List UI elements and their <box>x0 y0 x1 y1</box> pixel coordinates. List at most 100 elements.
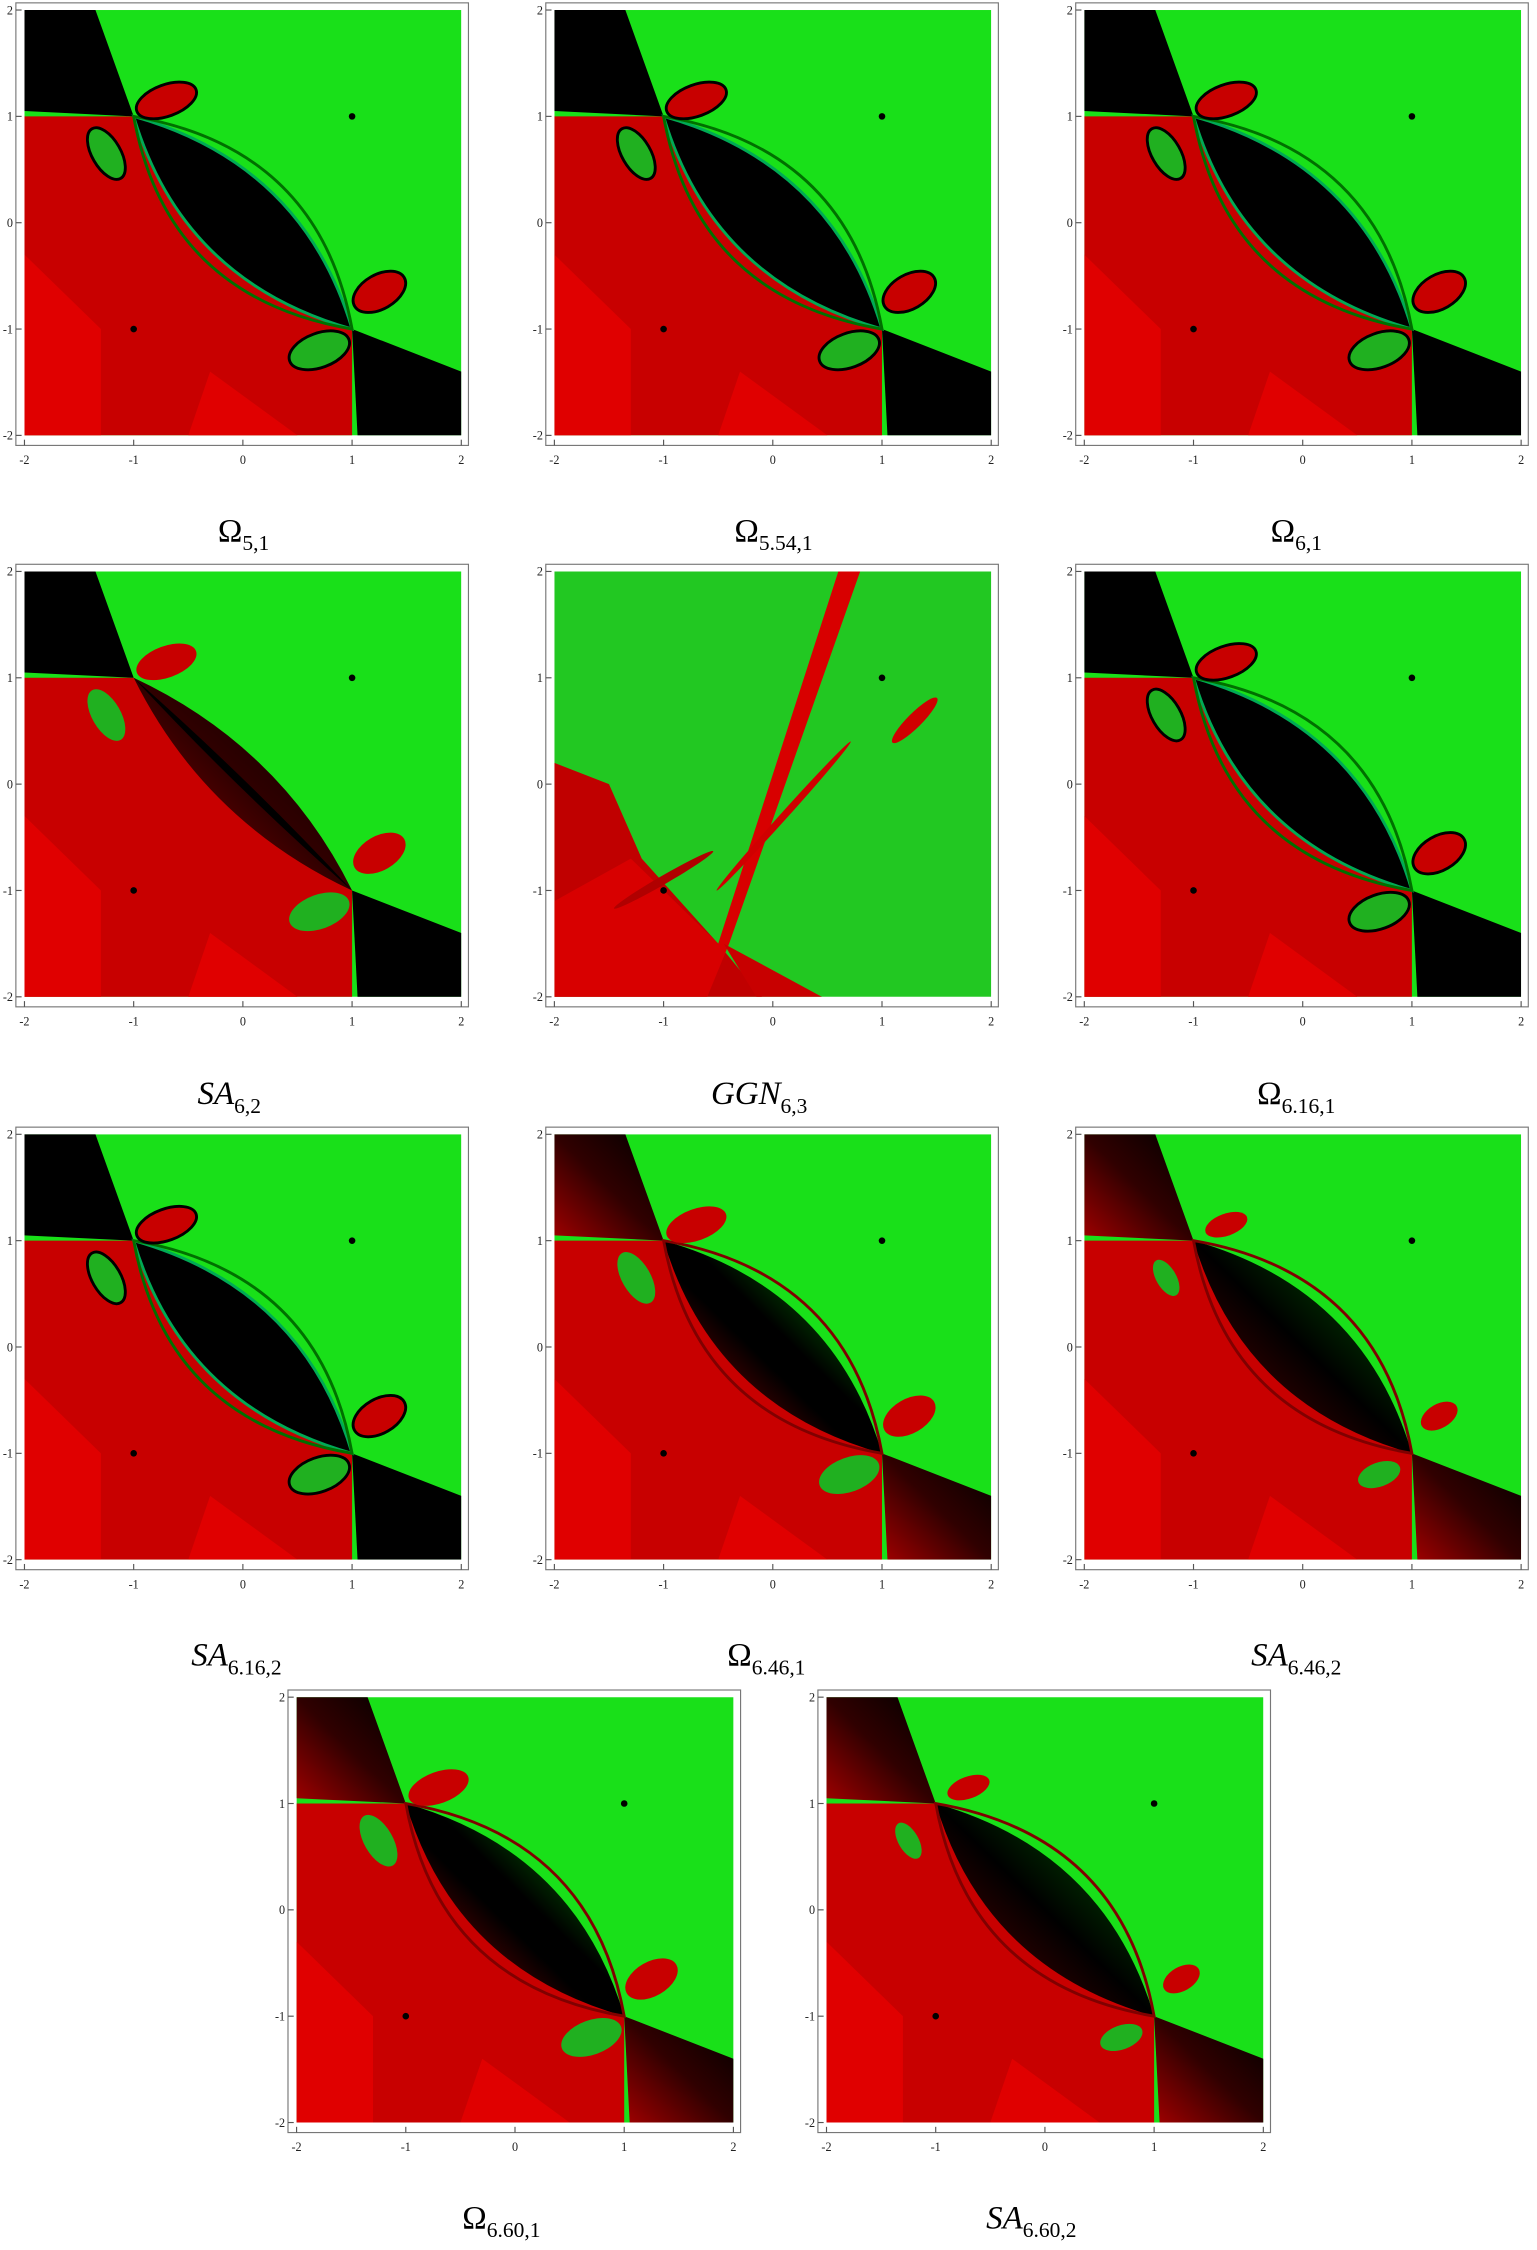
x-tick-label: 2 <box>988 453 994 467</box>
root-point <box>660 325 667 333</box>
x-tick-label: 1 <box>1409 453 1415 467</box>
caption-symbol: Ω <box>462 2201 486 2237</box>
panel-caption: GGN6,3 <box>711 1076 807 1118</box>
caption-subscript: 6.46,1 <box>752 1655 806 1679</box>
x-tick-label: 2 <box>730 2140 736 2154</box>
x-tick-label: 0 <box>240 1577 246 1591</box>
y-tick-label: 1 <box>279 1797 285 1811</box>
basin-region <box>352 890 462 997</box>
y-tick-label: 0 <box>537 777 543 791</box>
basin-petal <box>134 1204 198 1245</box>
basin-lens <box>1191 1238 1414 1456</box>
basin-region <box>1248 1495 1358 1560</box>
basin-region <box>24 1378 101 1560</box>
basin-petal <box>287 1453 351 1496</box>
basin-region <box>882 329 992 436</box>
x-tick-label: -1 <box>1188 453 1198 467</box>
root-point <box>1190 887 1197 894</box>
caption-subscript: 6.60,1 <box>487 2218 541 2242</box>
basin-petal <box>613 850 714 909</box>
caption-symbol: Ω <box>1257 1076 1281 1112</box>
basin-petal <box>1347 890 1411 933</box>
basin-petal <box>1194 642 1258 682</box>
y-tick-label: -2 <box>533 1553 543 1567</box>
x-tick-label: 1 <box>349 1014 355 1028</box>
basin-petal <box>1411 831 1467 876</box>
x-tick-label: 1 <box>1151 2140 1157 2154</box>
basin-region <box>990 2058 1100 2123</box>
basin-petal <box>1347 329 1411 372</box>
basin-region <box>554 1378 631 1560</box>
plot-frame <box>545 2 999 446</box>
y-tick-label: -1 <box>3 1447 13 1461</box>
basin-region <box>296 1803 625 2123</box>
root-point <box>348 113 356 120</box>
x-tick-label: -1 <box>659 453 669 467</box>
y-tick-label: -1 <box>805 2009 815 2023</box>
y-tick-label: 1 <box>537 110 543 124</box>
x-tick-label: -1 <box>1188 1577 1198 1591</box>
panel: -2 -1 0 1 2 -2 -1 0 1 2 SA6.46,2 <box>1063 1126 1529 1679</box>
y-tick-label: 2 <box>1067 565 1073 579</box>
basin-region <box>1084 677 1412 997</box>
caption-symbol: Ω <box>218 513 242 549</box>
caption-symbol: Ω <box>734 513 758 549</box>
basin-region <box>460 2058 570 2123</box>
x-tick-label: 0 <box>1300 1014 1306 1028</box>
basin-image <box>554 571 992 997</box>
basin-lens <box>661 114 884 331</box>
basin-image <box>296 1697 734 2123</box>
x-tick-label: 1 <box>1409 1014 1415 1028</box>
basin-petal <box>1145 687 1187 743</box>
panel: -2 -1 0 1 2 -2 -1 0 1 2 Ω6.16,1 <box>1063 563 1529 1118</box>
plot-frame <box>287 1689 742 2134</box>
y-tick-label: -1 <box>533 884 543 898</box>
basin-petal <box>1358 1461 1401 1489</box>
panel: -2 -1 0 1 2 -2 -1 0 1 2 Ω6.60,1 <box>275 1689 742 2242</box>
y-tick-label: -1 <box>1063 1447 1073 1461</box>
basin-region <box>554 10 664 117</box>
basin-petal <box>881 269 937 314</box>
basin-region <box>1084 1134 1194 1241</box>
basin-region <box>1411 1453 1522 1560</box>
y-tick-label: 1 <box>7 110 13 124</box>
basin-region <box>352 1453 462 1560</box>
panel: -2 -1 0 1 2 -2 -1 0 1 2 Ω6.46,1 <box>533 1126 999 1679</box>
y-tick-label: 0 <box>1067 777 1073 791</box>
x-tick-label: -1 <box>659 1577 669 1591</box>
basin-image <box>1084 571 1522 997</box>
x-tick-label: 0 <box>1300 453 1306 467</box>
root-point <box>130 1450 137 1457</box>
basin-petal <box>664 80 728 121</box>
caption-subscript: 6.46,2 <box>1288 1655 1342 1679</box>
caption-symbol: SA <box>198 1076 235 1112</box>
basin-petal <box>289 892 350 932</box>
y-tick-label: -1 <box>1063 884 1073 898</box>
basin-image <box>24 571 462 997</box>
y-tick-label: 2 <box>279 1690 285 1704</box>
y-tick-label: 1 <box>537 1234 543 1248</box>
plot-frame <box>1075 1126 1529 1571</box>
x-tick-label: 2 <box>458 1577 464 1591</box>
y-tick-label: 1 <box>809 1797 815 1811</box>
basin-petal <box>85 1250 127 1306</box>
root-point <box>932 2012 940 2020</box>
panel-caption: Ω5.54,1 <box>734 513 812 555</box>
root-point <box>1190 325 1197 333</box>
plot-frame <box>1075 2 1529 446</box>
basin-petal <box>666 1206 727 1244</box>
y-tick-label: -2 <box>3 1553 13 1567</box>
x-tick-label: -2 <box>1079 1577 1089 1591</box>
y-tick-label: 0 <box>537 216 543 230</box>
basin-petal <box>1420 1401 1458 1431</box>
basin-region <box>554 1240 883 1560</box>
x-tick-label: 0 <box>240 453 246 467</box>
y-tick-label: 1 <box>537 671 543 685</box>
y-tick-label: -2 <box>1063 1553 1073 1567</box>
basin-petal <box>85 126 127 181</box>
x-tick-label: 2 <box>988 1014 994 1028</box>
x-tick-label: 1 <box>349 1577 355 1591</box>
basin-petal <box>1145 126 1187 181</box>
basin-region <box>24 816 101 997</box>
x-tick-label: -2 <box>292 2140 302 2154</box>
